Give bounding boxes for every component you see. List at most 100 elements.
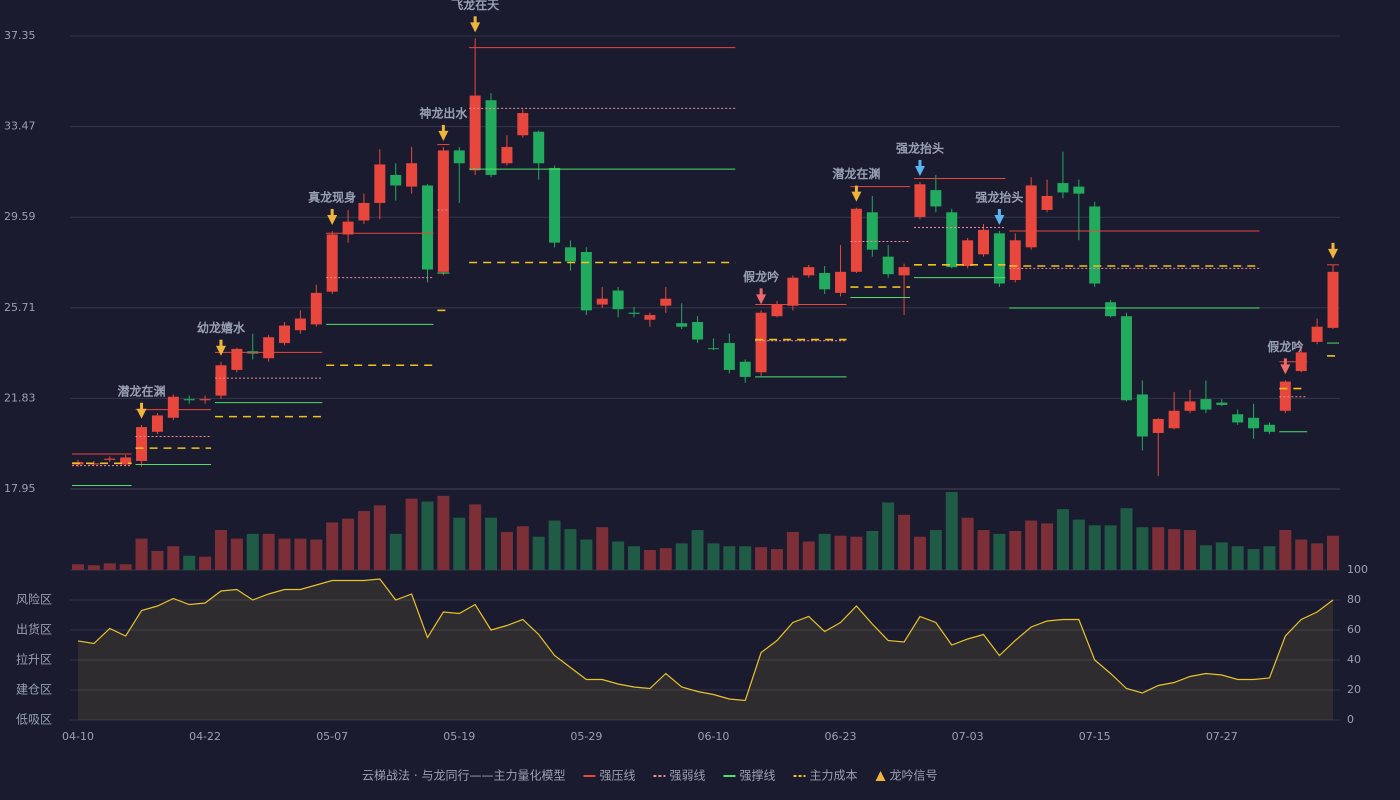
candle-body: [1089, 206, 1101, 284]
signal-arrow: [851, 191, 862, 202]
candle-body: [1327, 271, 1339, 328]
volume-bar: [72, 564, 84, 570]
volume-bar: [770, 549, 783, 570]
volume-bar: [262, 533, 275, 570]
volume-bar: [1184, 530, 1197, 570]
candle-body: [962, 240, 974, 267]
candle-body: [469, 95, 481, 171]
candle-body: [167, 396, 179, 418]
volume-bar: [913, 536, 926, 570]
legend-label: 强压线: [599, 769, 635, 783]
candle-body: [263, 337, 275, 359]
signal-arrow: [1328, 248, 1338, 259]
volume-bar: [135, 538, 148, 570]
candle-body: [1073, 186, 1085, 194]
volume-bar: [1088, 525, 1101, 570]
volume-bar: [103, 563, 116, 570]
candle-body: [374, 164, 386, 203]
volume-bar: [1120, 508, 1133, 570]
signal-label: 真龙现身: [308, 189, 356, 204]
volume-bar: [516, 526, 529, 570]
candle-body: [342, 221, 354, 235]
osc-tick-label: 0: [1347, 713, 1354, 726]
legend-title: 云梯战法 · 与龙同行——主力量化模型: [362, 769, 565, 783]
y-tick-label: 33.47: [4, 120, 36, 133]
volume-bar: [1136, 527, 1149, 570]
candle-body: [421, 185, 433, 270]
volume-bar: [659, 548, 672, 570]
volume-bar: [1247, 549, 1260, 570]
volume-bar: [357, 511, 370, 570]
volume-bar: [643, 550, 656, 570]
osc-tick-label: 40: [1347, 653, 1361, 666]
legend-label: 龙吟信号: [890, 768, 938, 783]
volume-bar: [596, 527, 609, 570]
candle-body: [850, 208, 862, 272]
volume-bar: [993, 533, 1006, 570]
volume-bar: [1279, 530, 1292, 570]
signal-stem: [1331, 242, 1335, 250]
volume-bar: [802, 541, 815, 570]
volume-bar: [310, 539, 323, 570]
signal-stem: [473, 16, 477, 24]
volume-bar: [723, 546, 736, 570]
signal-stem: [759, 288, 763, 296]
candle-body: [914, 184, 926, 217]
volume-bar: [929, 530, 942, 570]
candle-body: [771, 304, 783, 317]
signal-stem: [997, 208, 1001, 216]
legend-label: 强撑线: [739, 768, 775, 783]
legend-label: 强弱线: [669, 769, 705, 783]
candle-body: [1232, 414, 1244, 423]
signal-arrow: [136, 408, 147, 419]
x-tick-label: 07-03: [952, 730, 984, 743]
signal-stem: [918, 159, 922, 167]
volume-bar: [1072, 519, 1085, 570]
candle-body: [1136, 394, 1148, 437]
volume-bar: [389, 533, 402, 570]
candle-body: [1025, 185, 1037, 248]
legend-label: 主力成本: [810, 769, 858, 783]
x-tick-label: 07-15: [1079, 730, 1111, 743]
volume-bar: [850, 536, 863, 570]
y-tick-label: 29.59: [4, 210, 36, 223]
volume-bar: [1311, 543, 1324, 570]
y-tick-label: 17.95: [4, 482, 36, 495]
candle-body: [866, 212, 878, 250]
candle-body: [485, 100, 497, 175]
signal-label: 潜龙在渊: [118, 383, 166, 398]
volume-bar: [1009, 531, 1022, 570]
x-tick-label: 04-10: [62, 730, 94, 743]
volume-bar: [294, 538, 307, 570]
volume-bar: [1231, 546, 1244, 570]
zone-label: 出货区: [16, 622, 52, 637]
candle-body: [819, 273, 831, 290]
candle-body: [310, 292, 322, 325]
signal-arrow: [438, 130, 449, 141]
volume-bar: [866, 531, 879, 570]
signal-label: 假龙吟: [743, 269, 779, 284]
candle-body: [755, 312, 767, 373]
osc-tick-label: 80: [1347, 593, 1361, 606]
candle-body: [136, 427, 148, 461]
candle-body: [358, 202, 370, 221]
candle-body: [533, 131, 545, 164]
x-tick-label: 07-27: [1206, 730, 1238, 743]
candle-body: [1120, 316, 1132, 401]
signal-label: 潜龙在渊: [832, 166, 880, 181]
volume-bar: [278, 538, 291, 570]
zone-label: 低吸区: [16, 713, 52, 727]
volume-bar: [151, 550, 164, 570]
candle-body: [739, 361, 751, 377]
candle-body: [453, 150, 465, 164]
candle-body: [199, 399, 211, 401]
x-tick-label: 06-23: [825, 730, 857, 743]
volume-bar: [485, 517, 498, 570]
volume-bar: [675, 543, 688, 570]
candle-body: [326, 234, 338, 292]
candle-body: [104, 458, 116, 460]
signal-arrow: [470, 22, 481, 33]
y-tick-label: 37.35: [4, 29, 36, 42]
volume-bar: [564, 529, 577, 570]
